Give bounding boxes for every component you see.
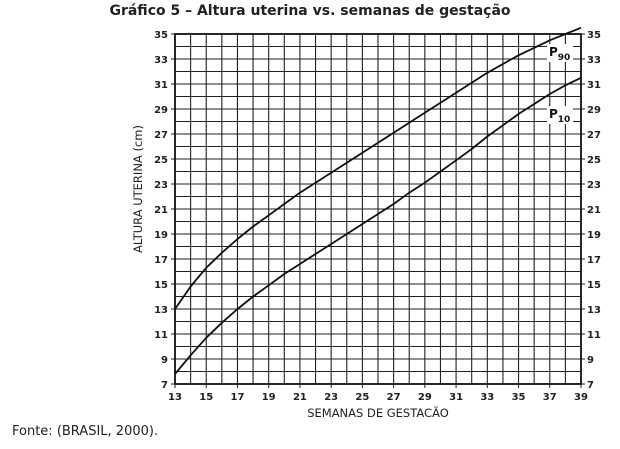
y-tick-label-right: 17 [587,255,601,266]
y-tick-label-right: 31 [587,80,601,91]
y-tick-label-left: 29 [154,105,168,116]
x-tick-label: 25 [355,392,369,403]
x-tick-label: 21 [293,392,307,403]
source-note: Fonte: (BRASIL, 2000). [12,424,159,439]
y-tick-label-right: 11 [587,330,601,341]
series-label-subscript: 10 [558,115,571,125]
series-line-p10 [174,76,582,375]
x-tick-label: 15 [199,392,213,403]
x-tick-label: 37 [543,392,557,403]
series-label-p10: P10 [549,107,570,125]
y-tick-label-right: 35 [587,30,601,41]
x-tick-label: 39 [574,392,588,403]
series-label-subscript: 90 [558,53,571,63]
y-tick-label-left: 27 [154,130,168,141]
series-label-p90: P90 [549,45,570,63]
series-label-bg [547,44,573,62]
x-tick-label: 19 [262,392,276,403]
y-tick-label-left: 15 [154,280,168,291]
x-tick-label: 27 [387,392,401,403]
y-tick-label-right: 7 [587,380,594,391]
series-label-main: P [549,45,558,59]
y-tick-label-right: 27 [587,130,601,141]
y-tick-label-left: 31 [154,80,168,91]
series-label-main: P [549,107,558,121]
x-tick-label: 17 [231,392,245,403]
y-tick-label-left: 35 [154,30,168,41]
y-tick-label-left: 13 [154,305,168,316]
y-tick-label-left: 23 [154,180,168,191]
y-tick-label-left: 11 [154,330,168,341]
y-tick-label-right: 19 [587,230,601,241]
y-tick-label-left: 9 [161,355,168,366]
y-axis-label: ALTURA UTERINA (cm) [131,125,145,253]
y-tick-label-left: 17 [154,255,168,266]
y-tick-label-left: 7 [161,380,168,391]
y-tick-label-left: 19 [154,230,168,241]
x-tick-label: 29 [418,392,432,403]
x-tick-label: 33 [480,392,494,403]
y-tick-label-left: 33 [154,55,168,66]
y-tick-label-right: 9 [587,355,594,366]
y-tick-label-right: 21 [587,205,601,216]
x-tick-label: 13 [168,392,182,403]
x-tick-label: 23 [324,392,338,403]
x-tick-label: 35 [512,392,526,403]
y-tick-label-right: 29 [587,105,601,116]
y-tick-label-right: 13 [587,305,601,316]
x-tick-label: 31 [449,392,463,403]
y-tick-label-right: 25 [587,155,601,166]
series-line-p90 [174,26,582,310]
y-tick-label-left: 21 [154,205,168,216]
y-tick-label-right: 33 [587,55,601,66]
x-axis-label: SEMANAS DE GESTACÃO [307,405,449,420]
y-tick-label-left: 25 [154,155,168,166]
chart-title: Gráfico 5 – Altura uterina vs. semanas d… [109,3,511,19]
y-tick-label-right: 23 [587,180,601,191]
grid [174,33,582,385]
y-tick-label-right: 15 [587,280,601,291]
series-label-bg [547,106,573,124]
